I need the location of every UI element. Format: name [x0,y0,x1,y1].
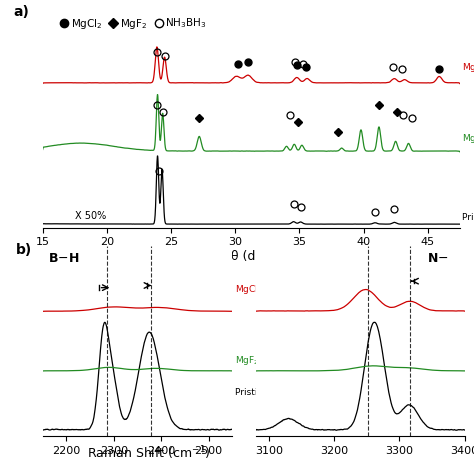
Text: MgF$_2$/2AB: MgF$_2$/2AB [462,132,474,146]
Text: Pristine AB: Pristine AB [462,213,474,222]
Text: MgCl$_2$/2AB: MgCl$_2$/2AB [462,61,474,74]
X-axis label: 2θ (deg.): 2θ (deg.) [223,250,280,263]
Text: MgCl$_2$/2AB: MgCl$_2$/2AB [235,283,283,296]
Text: a): a) [13,5,29,19]
Text: b): b) [16,243,32,257]
Text: N$-$: N$-$ [427,252,448,265]
Text: Pristine AB: Pristine AB [235,388,283,397]
Text: MgF$_2$/2AB: MgF$_2$/2AB [235,354,280,367]
Legend: MgCl$_2$, MgF$_2$, NH$_3$BH$_3$: MgCl$_2$, MgF$_2$, NH$_3$BH$_3$ [56,12,211,35]
Text: X 50%: X 50% [75,211,106,221]
Text: B$-$H: B$-$H [48,252,80,265]
Text: Raman Shift (cm$^{-1}$): Raman Shift (cm$^{-1}$) [87,445,211,462]
